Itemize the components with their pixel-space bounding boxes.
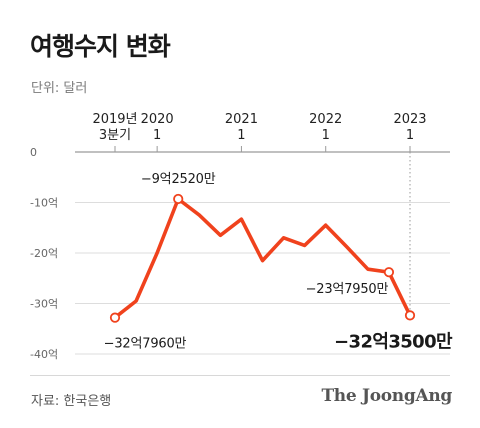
annotated-point-marker (109, 312, 121, 323)
unit-label: 단위: 달러 (31, 81, 88, 96)
x-tick-label-year: 2020 (141, 112, 174, 127)
x-tick-label-sub: 1 (322, 128, 330, 143)
x-tick-label-sub: 1 (406, 128, 414, 143)
y-tick-label: -30억 (30, 298, 58, 311)
annotated-point-marker (173, 193, 184, 205)
y-tick-label: -10억 (30, 197, 58, 210)
x-tick-label-sub: 1 (153, 128, 161, 143)
x-tick-label-year: 2022 (309, 112, 342, 127)
x-tick-label-year: 2021 (225, 112, 258, 127)
source-label: 자료: 한국은행 (31, 394, 112, 409)
publisher-logo: The JoongAng (321, 386, 452, 406)
x-tick-label-year: 2023 (393, 112, 426, 127)
data-label: −32억7960만 (104, 337, 187, 352)
x-tick-label-year: 2019년 (92, 112, 137, 127)
series-line (113, 197, 412, 320)
y-tick-label: -40억 (30, 348, 58, 361)
footer-divider (30, 375, 450, 376)
data-label: −9억2520만 (141, 172, 216, 187)
data-label: −23억7950만 (306, 282, 389, 297)
chart-title: 여행수지 변화 (30, 32, 171, 61)
annotated-point-marker (383, 267, 395, 278)
y-tick-label: 0 (30, 146, 37, 159)
y-tick-label: -20억 (30, 247, 58, 260)
x-tick-label-sub: 3분기 (99, 128, 131, 143)
annotated-point-marker (404, 310, 416, 321)
x-tick-label-sub: 1 (237, 128, 245, 143)
latest-value-label: −32억3500만 (334, 331, 453, 352)
